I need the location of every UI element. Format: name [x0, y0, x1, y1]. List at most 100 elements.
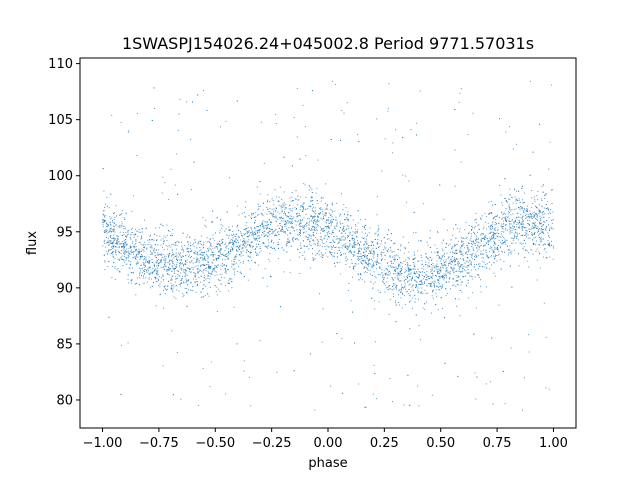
data-point: [295, 198, 297, 200]
data-point: [266, 222, 268, 224]
data-point: [240, 251, 242, 253]
data-point: [125, 212, 127, 214]
data-point: [164, 255, 165, 257]
data-point: [162, 275, 164, 277]
data-point: [470, 264, 472, 266]
data-point: [106, 229, 108, 231]
data-point: [505, 213, 507, 215]
data-point: [431, 312, 432, 314]
data-point: [242, 240, 244, 242]
data-point: [277, 257, 279, 259]
data-point: [127, 231, 129, 233]
data-point: [219, 240, 220, 242]
data-point: [247, 260, 249, 262]
data-point: [474, 233, 475, 235]
data-point: [548, 244, 550, 246]
data-point: [311, 225, 313, 227]
data-point: [339, 240, 341, 241]
data-point: [431, 276, 433, 278]
data-point: [119, 243, 121, 245]
data-point: [402, 137, 404, 138]
data-point: [106, 224, 108, 226]
data-point: [501, 235, 503, 237]
data-point: [476, 241, 478, 243]
data-point: [286, 242, 288, 244]
data-point: [440, 269, 442, 271]
data-point: [313, 217, 315, 218]
data-point: [470, 233, 472, 235]
data-point: [496, 247, 498, 249]
data-point: [546, 201, 548, 203]
data-point: [409, 273, 411, 275]
data-point: [433, 266, 435, 268]
data-point: [366, 255, 368, 257]
data-point: [140, 257, 142, 259]
data-point: [501, 231, 503, 232]
data-point: [258, 237, 260, 239]
data-point: [156, 254, 158, 256]
data-point: [187, 284, 189, 286]
data-point: [145, 244, 147, 246]
data-point: [230, 242, 232, 243]
data-point: [256, 240, 258, 242]
data-point: [528, 220, 530, 222]
data-point: [246, 240, 248, 242]
data-point: [195, 276, 197, 278]
data-point: [512, 238, 514, 239]
data-point: [289, 215, 291, 217]
data-point: [418, 405, 420, 407]
data-point: [158, 263, 160, 265]
data-point: [498, 253, 500, 255]
data-point: [467, 134, 469, 136]
data-point: [437, 272, 439, 274]
data-point: [495, 227, 497, 229]
data-point: [250, 232, 252, 234]
data-point: [195, 250, 197, 252]
data-point: [428, 276, 430, 277]
data-point: [444, 273, 446, 275]
data-point: [312, 239, 314, 241]
data-point: [518, 223, 519, 225]
data-point: [112, 245, 114, 247]
data-point: [409, 283, 411, 285]
data-point: [142, 268, 143, 270]
data-point: [518, 222, 520, 224]
data-point: [116, 242, 118, 244]
data-point: [154, 233, 156, 235]
data-point: [448, 272, 450, 274]
data-point: [284, 202, 286, 204]
data-point: [350, 300, 352, 302]
data-point: [180, 263, 182, 265]
data-point: [539, 211, 541, 213]
data-point: [398, 264, 400, 266]
data-point: [550, 209, 551, 211]
data-point: [360, 241, 362, 243]
data-point: [369, 227, 371, 229]
data-point: [237, 250, 239, 252]
data-point: [292, 226, 294, 228]
data-point: [459, 92, 461, 94]
data-point: [466, 251, 468, 252]
data-point: [393, 284, 395, 286]
data-point: [520, 223, 522, 224]
data-point: [210, 254, 212, 256]
data-point: [456, 253, 458, 254]
data-point: [337, 256, 338, 258]
data-point: [435, 289, 437, 291]
data-point: [426, 279, 428, 281]
data-point: [225, 242, 227, 244]
data-point: [437, 250, 439, 252]
data-point: [232, 245, 234, 247]
data-point: [172, 254, 174, 256]
data-point: [225, 264, 227, 266]
data-point: [505, 227, 507, 229]
data-point: [297, 249, 299, 251]
data-point: [485, 254, 487, 256]
data-point: [143, 244, 145, 246]
data-point: [237, 205, 239, 207]
data-point: [462, 270, 464, 272]
data-point: [346, 102, 348, 104]
data-point: [220, 268, 222, 270]
data-point: [286, 241, 288, 243]
data-point: [222, 241, 224, 243]
